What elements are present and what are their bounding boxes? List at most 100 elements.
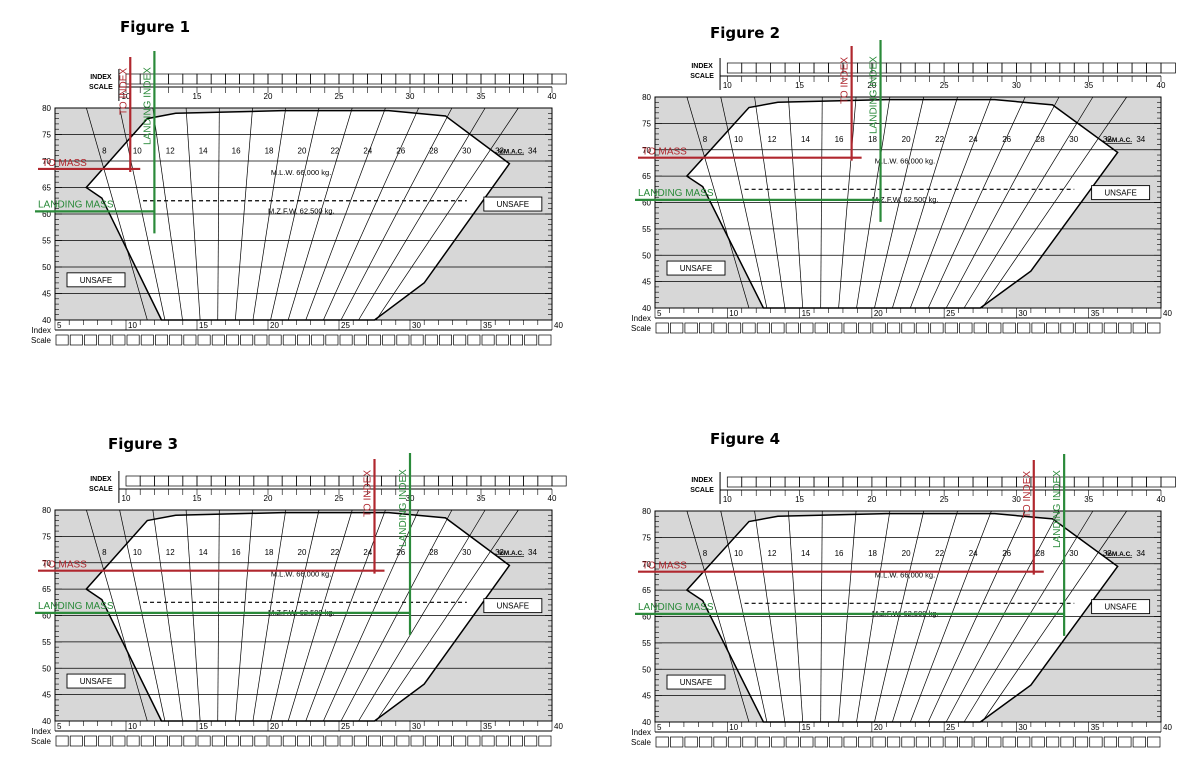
mac-label: 22: [935, 549, 944, 558]
bottom-scale-cell: [872, 322, 886, 334]
mass-tick-label: 70: [42, 157, 51, 166]
bottom-tick-label: 35: [483, 722, 492, 731]
mzfw-label: M.Z.F.W. 62,500 kg.: [268, 206, 335, 215]
bottom-scale-cell: [915, 322, 930, 334]
index-scale-cell: [509, 475, 524, 487]
index-scale-cell: [987, 62, 1003, 74]
bottom-scale-cell: [55, 735, 69, 747]
mac-label: 34: [1136, 135, 1145, 144]
index-scale-cell: [885, 476, 902, 488]
mac-unit: %M.A.C.: [1106, 137, 1132, 144]
bottom-scale-cell: [353, 735, 367, 747]
index-scale-cell: [494, 475, 510, 487]
mac-line: [340, 107, 453, 321]
index-scale-cell: [799, 62, 815, 74]
bottom-scale-cell: [297, 334, 310, 346]
bottom-tick-label: 25: [341, 722, 350, 731]
index-scale-cell: [168, 73, 184, 85]
mac-label: 14: [801, 549, 810, 558]
mass-tick-label: 70: [642, 560, 651, 569]
mac-unit: %M.A.C.: [498, 550, 524, 557]
mass-tick-label: 45: [42, 290, 51, 299]
bottom-scale-cell: [495, 735, 509, 747]
bottom-scale-cell: [140, 735, 154, 747]
to-mass-label: TO MASS: [642, 147, 687, 158]
bottom-scale-cell: [1132, 736, 1146, 748]
index-scale-cell: [225, 475, 240, 487]
mac-line: [287, 509, 353, 722]
safe-envelope: [85, 511, 511, 722]
index-scale-cell: [1016, 62, 1032, 74]
unsafe-box: [483, 598, 543, 614]
bottom-scale-cell: [311, 735, 325, 747]
mac-label: 32: [495, 548, 504, 557]
index-scale-cell: [466, 73, 482, 85]
bottom-scale-cell: [713, 736, 727, 748]
index-scale-cell: [987, 476, 1003, 488]
bottom-scale-cell: [410, 334, 424, 346]
index-scale-cell: [324, 475, 340, 487]
index-scale-cell: [423, 73, 439, 85]
landing-mass-label: LANDING MASS: [638, 188, 714, 199]
bottom-scale-cell: [1074, 322, 1089, 334]
bottom-scale-cell: [872, 736, 886, 748]
bottom-scale-cell: [1089, 736, 1103, 748]
mac-line: [963, 96, 1094, 309]
bottom-scale-cell: [382, 334, 396, 346]
mac-line: [234, 509, 253, 722]
index-scale-cell: [310, 73, 326, 85]
mass-tick-label: 70: [42, 559, 51, 568]
mac-label: 18: [265, 146, 274, 155]
bottom-scale-cell: [1147, 736, 1161, 748]
bottom-scale-cell: [886, 736, 901, 748]
bottom-scale-cell: [112, 334, 126, 346]
bottom-scale-cell: [1031, 322, 1045, 334]
mac-line: [892, 510, 958, 723]
bottom-scale-cell: [155, 735, 168, 747]
mac-label: 34: [528, 548, 537, 557]
bottom-scale-cell: [98, 334, 112, 346]
index-tick-label: 40: [548, 494, 557, 503]
mass-tick-label: 75: [642, 119, 651, 128]
mac-label: 32: [1103, 549, 1112, 558]
index-scale-cell: [480, 73, 496, 85]
unsafe-label: UNSAFE: [1104, 603, 1136, 612]
mass-tick-label: 65: [642, 586, 651, 595]
bottom-tick-label: 10: [729, 723, 738, 732]
index-scale-cell: [324, 73, 340, 85]
landing-index-label: LANDING INDEX: [869, 56, 880, 134]
bottom-scale-cell: [771, 736, 785, 748]
unsafe-label: UNSAFE: [1104, 189, 1136, 198]
index-scale-cell: [310, 475, 326, 487]
bottom-scale-cell: [98, 735, 112, 747]
bottom-scale-cell: [1045, 322, 1060, 334]
to-index-label: TO INDEX: [118, 68, 129, 115]
index-scale-cell: [509, 73, 524, 85]
mass-tick-label: 55: [42, 638, 51, 647]
index-tick-label: 25: [940, 495, 949, 504]
landing-index-label: LANDING INDEX: [142, 67, 153, 145]
mac-line: [86, 107, 148, 321]
mac-line: [838, 510, 857, 723]
index-scale-cell: [1088, 476, 1104, 488]
landing-mass-label: LANDING MASS: [638, 602, 714, 613]
bottom-scale-cell: [453, 334, 467, 346]
index-scale-title: INDEX: [691, 477, 713, 484]
index-scale-cell: [139, 475, 155, 487]
bottom-tick-label: 25: [946, 723, 955, 732]
index-scale-cell: [281, 73, 297, 85]
index-tick-label: 20: [867, 81, 876, 90]
bottom-scale-cell: [858, 322, 872, 334]
bottom-scale-cell: [538, 735, 552, 747]
bottom-scale-cell: [655, 322, 669, 334]
bottom-scale-cell: [1045, 736, 1060, 748]
mac-line: [217, 107, 220, 321]
bottom-scale-cell: [268, 334, 282, 346]
mac-label: 32: [1103, 135, 1112, 144]
index-scale-cell: [296, 475, 311, 487]
bottom-scale-cell: [1132, 322, 1146, 334]
mass-tick-label: 60: [42, 612, 51, 621]
mac-line: [375, 509, 519, 722]
mass-tick-label: 45: [642, 692, 651, 701]
index-scale-cell: [958, 62, 974, 74]
